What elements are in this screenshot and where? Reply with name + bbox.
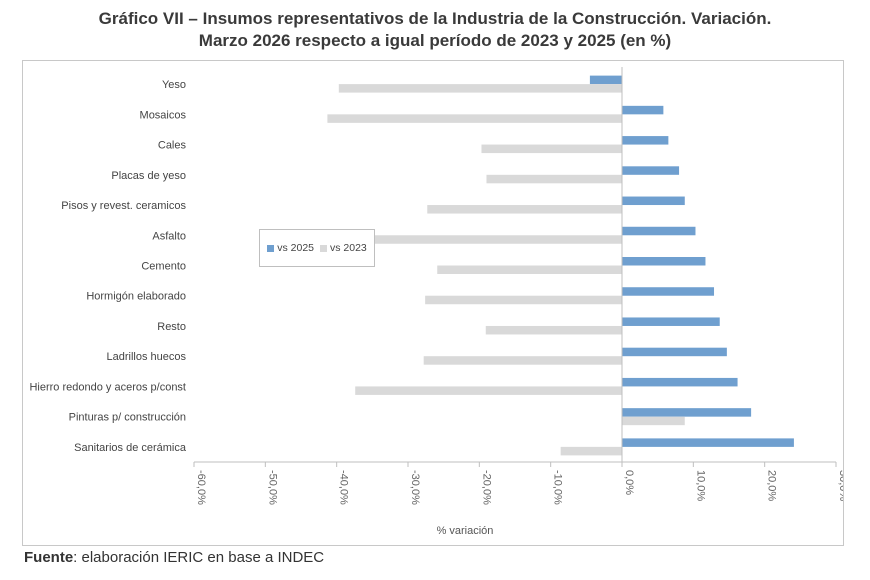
category-label-yeso: Yeso [162, 79, 186, 91]
bar-vs-2023-ladrillos-huecos [423, 356, 622, 365]
bar-vs-2023-hierro-redondo-y-aceros-p-const [355, 386, 622, 395]
bar-chart: Yeso Mosaicos Cales Placas de yeso Pisos y r… [29, 67, 843, 537]
bar-vs-2025-sanitarios-de-ceramica [622, 438, 794, 447]
x-tick-label: -20,0% [480, 470, 492, 505]
chart-title: Gráfico VII – Insumos representativos de… [0, 8, 870, 52]
legend-swatch-vs-2023 [320, 244, 327, 252]
x-tick-label: 20,0% [766, 470, 778, 501]
chart-title-line-1: Gráfico VII – Insumos representativos de… [98, 9, 772, 28]
bar-vs-2023-pinturas-p-construccion [622, 416, 685, 426]
x-tick-label: 30,0% [837, 470, 843, 501]
category-label-cales: Cales [158, 140, 187, 152]
x-tick-label: 0,0% [623, 470, 635, 495]
bar-vs-2023-yeso [338, 84, 622, 93]
bar-vs-2025-cemento [622, 257, 706, 266]
bar-vs-2023-cemento [437, 265, 622, 274]
category-label-ladrillos-huecos: Ladrillos huecos [107, 351, 187, 363]
bar-vs-2023-sanitarios-de-ceramica [560, 446, 622, 456]
legend-item-vs-2025: vs 2025 [267, 242, 314, 254]
bar-vs-2023-placas-de-yeso [486, 174, 622, 184]
category-label-pisos-y-revest-ceramicos: Pisos y revest. ceramicos [61, 200, 186, 212]
chart-title-line-2: Marzo 2026 respecto a igual período de 2… [198, 31, 672, 50]
bar-vs-2025-pisos-y-revest-ceramicos [622, 196, 685, 206]
category-label-hierro-redondo-y-aceros-p-const: Hierro redondo y aceros p/const [29, 381, 186, 393]
bar-vs-2025-mosaicos [622, 105, 664, 115]
bar-vs-2023-asfalto [310, 235, 622, 244]
legend: vs 2025 vs 2023 [259, 229, 375, 267]
category-label-resto: Resto [157, 321, 186, 333]
bar-vs-2023-hormigon-elaborado [425, 295, 622, 305]
category-label-placas-de-yeso: Placas de yeso [111, 170, 186, 182]
bar-vs-2023-pisos-y-revest-ceramicos [427, 205, 622, 214]
category-label-hormigon-elaborado: Hormigón elaborado [86, 291, 186, 303]
x-tick-label: 10,0% [694, 470, 706, 501]
x-tick-label: -30,0% [409, 470, 421, 505]
category-label-pinturas-p-construccion: Pinturas p/ construcción [69, 412, 186, 424]
bar-vs-2023-cales [481, 144, 622, 154]
category-label-cemento: Cemento [141, 261, 186, 273]
x-tick-label: -60,0% [195, 470, 207, 505]
legend-swatch-vs-2025 [267, 244, 275, 252]
bar-vs-2023-mosaicos [327, 114, 622, 123]
x-tick-label: -10,0% [552, 470, 564, 505]
legend-label-vs-2025: vs 2025 [277, 242, 314, 254]
chart-frame: Yeso Mosaicos Cales Placas de yeso Pisos y r… [22, 60, 844, 546]
category-label-mosaicos: Mosaicos [140, 109, 187, 121]
bar-vs-2025-hierro-redondo-y-aceros-p-const [622, 377, 738, 387]
x-axis-title: % variación [437, 525, 494, 537]
legend-item-vs-2023: vs 2023 [320, 242, 367, 254]
bar-vs-2025-asfalto [622, 226, 696, 236]
x-tick-label: -50,0% [266, 470, 278, 505]
category-label-asfalto: Asfalto [152, 230, 186, 242]
bar-vs-2025-yeso [589, 75, 622, 85]
bar-vs-2025-ladrillos-huecos [622, 347, 727, 357]
bar-vs-2025-hormigon-elaborado [622, 287, 715, 296]
bar-vs-2025-cales [622, 136, 669, 145]
legend-label-vs-2023: vs 2023 [330, 242, 367, 254]
bar-vs-2025-resto [622, 317, 720, 326]
category-label-sanitarios-de-ceramica: Sanitarios de cerámica [74, 442, 187, 454]
bar-vs-2025-placas-de-yeso [622, 166, 680, 175]
bar-vs-2025-pinturas-p-construccion [622, 408, 752, 417]
source-note: Fuente: elaboración IERIC en base a INDE… [24, 549, 324, 566]
source-text: : elaboración IERIC en base a INDEC [73, 549, 325, 566]
source-label: Fuente [24, 549, 74, 566]
bar-vs-2023-resto [485, 325, 622, 335]
x-tick-label: -40,0% [338, 470, 350, 505]
